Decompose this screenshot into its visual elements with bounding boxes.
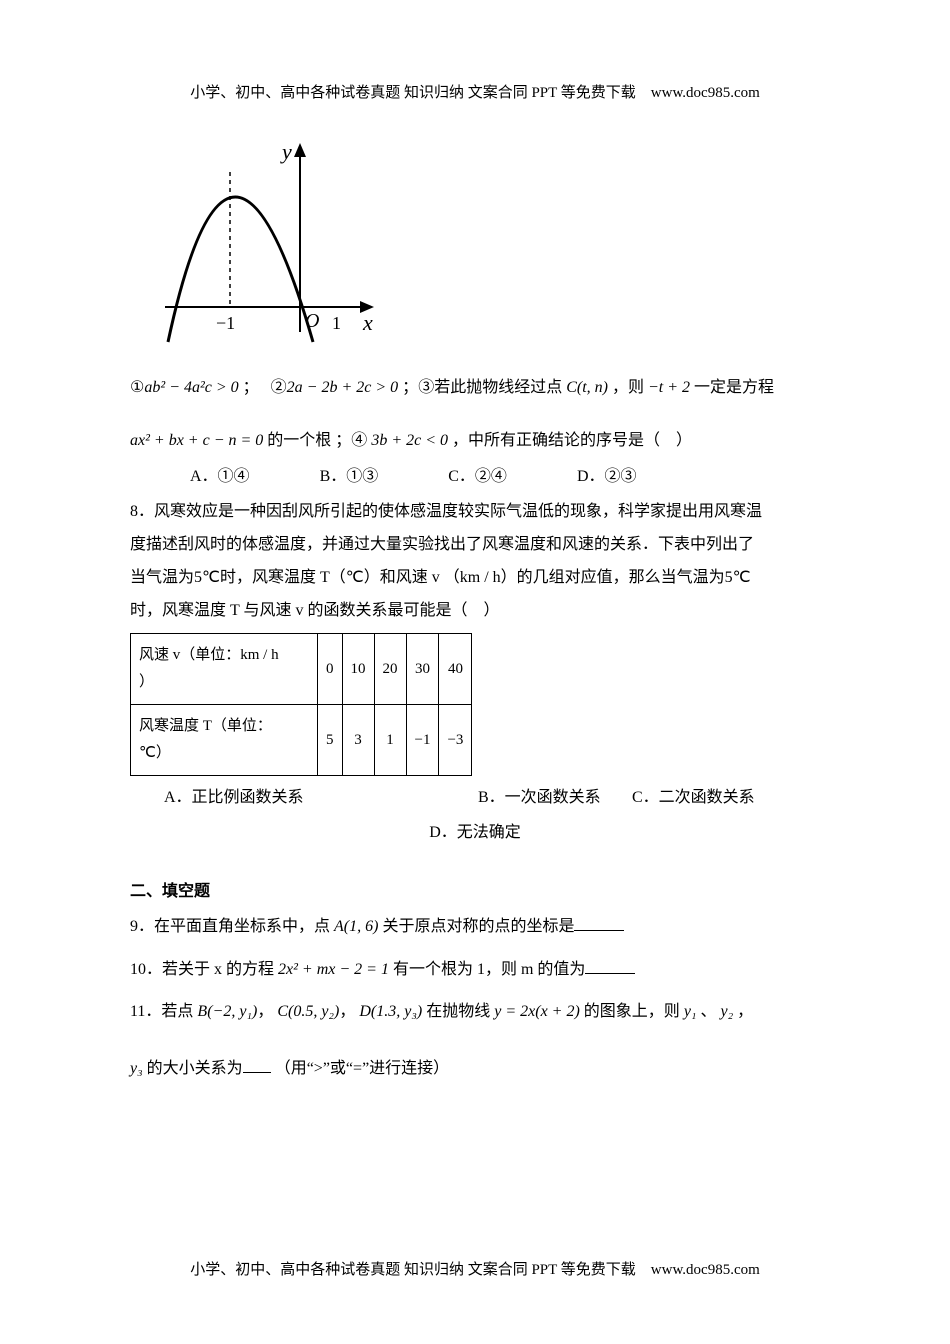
table-row: 风速 v（单位：km / h） 0 10 20 30 40 bbox=[131, 634, 472, 705]
cell: 1 bbox=[374, 705, 406, 776]
cell: 10 bbox=[342, 634, 374, 705]
q8-line4: 时，风寒温度 T 与风速 v 的函数关系最可能是（ ） bbox=[130, 597, 820, 626]
row1-label: 风速 v（单位：km / h） bbox=[131, 634, 318, 705]
page-header: 小学、初中、高中各种试卷真题 知识归纳 文案合同 PPT 等免费下载 www.d… bbox=[130, 80, 820, 107]
q8-opt-c[interactable]: C．二次函数关系 bbox=[632, 784, 755, 813]
q7-c2-expr: 2a − 2b + 2c > 0 bbox=[287, 379, 399, 396]
eq-symbol: = bbox=[353, 1060, 362, 1077]
q7-eq-suffix: 的一个根 ；④ bbox=[267, 432, 367, 449]
q7-opt-d[interactable]: D．②③ bbox=[577, 463, 637, 492]
q7-c3b: ，则 bbox=[612, 379, 644, 396]
q11-line1: 11．若点 B(−2, y₁)， C(0.5, y₂)， D(1.3, y₃) … bbox=[130, 998, 820, 1027]
q7-c3-point: C(t, n) bbox=[566, 379, 608, 396]
q8-line2: 度描述刮风时的体感温度，并通过大量实验找出了风寒温度和风速的关系．下表中列出了 bbox=[130, 531, 820, 560]
q9-blank[interactable] bbox=[574, 915, 624, 930]
q11-C: C(0.5, y₂) bbox=[277, 1003, 339, 1020]
cell: 3 bbox=[342, 705, 374, 776]
neg1-label: −1 bbox=[216, 313, 235, 333]
q8-table: 风速 v（单位：km / h） 0 10 20 30 40 风寒温度 T（单位：… bbox=[130, 633, 472, 776]
q11-y2: y₂ bbox=[721, 1003, 734, 1020]
cell: 0 bbox=[318, 634, 343, 705]
q7-conditions-line2: ax² + bx + c − n = 0 的一个根 ；④ 3b + 2c < 0… bbox=[130, 427, 820, 456]
graph-svg: y x O −1 1 bbox=[150, 137, 380, 347]
q8-temp1: 5℃ bbox=[194, 569, 220, 586]
q7-c3a: ；③若此抛物线经过点 bbox=[402, 379, 562, 396]
circled-2: ② bbox=[271, 379, 287, 396]
table-row: 风寒温度 T（单位：℃） 5 3 1 −1 −3 bbox=[131, 705, 472, 776]
row2-label: 风寒温度 T（单位：℃） bbox=[131, 705, 318, 776]
q11-B: B(−2, y₁) bbox=[197, 1003, 257, 1020]
q8-line3: 当气温为5℃时，风寒温度 T（℃）和风速 v （km / h）的几组对应值，那么… bbox=[130, 564, 820, 593]
q7-options: A．①④ B．①③ C．②④ D．②③ bbox=[130, 463, 820, 492]
x-axis-label: x bbox=[362, 310, 373, 335]
one-label: 1 bbox=[332, 313, 341, 333]
circled-1: ① bbox=[130, 379, 144, 396]
q10-eq: 2x² + mx − 2 = 1 bbox=[278, 961, 389, 978]
sep: ； bbox=[243, 379, 267, 396]
q11-D: D(1.3, y₃) bbox=[359, 1003, 422, 1020]
cell: 20 bbox=[374, 634, 406, 705]
page-footer: 小学、初中、高中各种试卷真题 知识归纳 文案合同 PPT 等免费下载 www.d… bbox=[0, 1257, 950, 1284]
q8-options: A．正比例函数关系 B．一次函数关系 C．二次函数关系 bbox=[164, 784, 820, 813]
cell: −1 bbox=[406, 705, 439, 776]
q11-blank[interactable] bbox=[243, 1058, 271, 1073]
cell: −3 bbox=[439, 705, 472, 776]
q9: 9．在平面直角坐标系中，点 A(1, 6) 关于原点对称的点的坐标是 bbox=[130, 913, 820, 942]
cell: 40 bbox=[439, 634, 472, 705]
q11-y3: y₃ bbox=[130, 1060, 143, 1077]
q10: 10．若关于 x 的方程 2x² + mx − 2 = 1 有一个根为 1，则 … bbox=[130, 956, 820, 985]
q7-tail: ，中所有正确结论的序号是（ ） bbox=[452, 432, 692, 449]
q7-c3-expr: −t + 2 bbox=[648, 379, 690, 396]
q7-eq-expr: ax² + bx + c − n = 0 bbox=[130, 432, 263, 449]
q8-opt-b[interactable]: B．一次函数关系 bbox=[478, 784, 628, 813]
q7-c1-expr: ab² − 4a²c > 0 bbox=[144, 379, 238, 396]
page: 小学、初中、高中各种试卷真题 知识归纳 文案合同 PPT 等免费下载 www.d… bbox=[0, 0, 950, 1344]
q8-line1: 8．风寒效应是一种因刮风所引起的使体感温度较实际气温低的现象，科学家提出用风寒温 bbox=[130, 498, 820, 527]
q7-c4-expr: 3b + 2c < 0 bbox=[371, 432, 448, 449]
section2-title: 二、填空题 bbox=[130, 878, 820, 907]
q11-line2: y₃ 的大小关系为 （用“>”或“=”进行连接） bbox=[130, 1055, 820, 1084]
q7-conditions-line1: ①ab² − 4a²c > 0 ； ②2a − 2b + 2c > 0 ；③若此… bbox=[130, 374, 820, 403]
q7-opt-a[interactable]: A．①④ bbox=[190, 463, 250, 492]
q8-temp2: 5℃ bbox=[725, 569, 751, 586]
origin-label: O bbox=[305, 310, 319, 332]
q9-point: A(1, 6) bbox=[334, 918, 378, 935]
q8-opt-a[interactable]: A．正比例函数关系 bbox=[164, 784, 474, 813]
q11-y1: y₁ bbox=[684, 1003, 697, 1020]
q7-c3c: 一定是方程 bbox=[694, 379, 774, 396]
cell: 5 bbox=[318, 705, 343, 776]
gt-symbol: > bbox=[314, 1060, 323, 1077]
q10-blank[interactable] bbox=[585, 958, 635, 973]
q7-opt-c[interactable]: C．②④ bbox=[448, 463, 507, 492]
q11-curve: y = 2x(x + 2) bbox=[494, 1003, 580, 1020]
q8-opt-d-row: D．无法确定 bbox=[130, 819, 820, 848]
q8-opt-d[interactable]: D．无法确定 bbox=[429, 824, 521, 841]
y-axis-label: y bbox=[280, 139, 292, 164]
cell: 30 bbox=[406, 634, 439, 705]
parabola-graph: y x O −1 1 bbox=[150, 137, 820, 358]
q7-opt-b[interactable]: B．①③ bbox=[320, 463, 379, 492]
